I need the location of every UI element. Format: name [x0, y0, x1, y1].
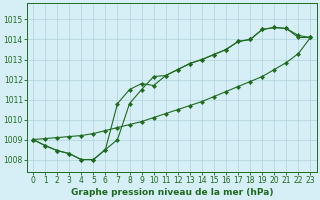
- X-axis label: Graphe pression niveau de la mer (hPa): Graphe pression niveau de la mer (hPa): [70, 188, 273, 197]
